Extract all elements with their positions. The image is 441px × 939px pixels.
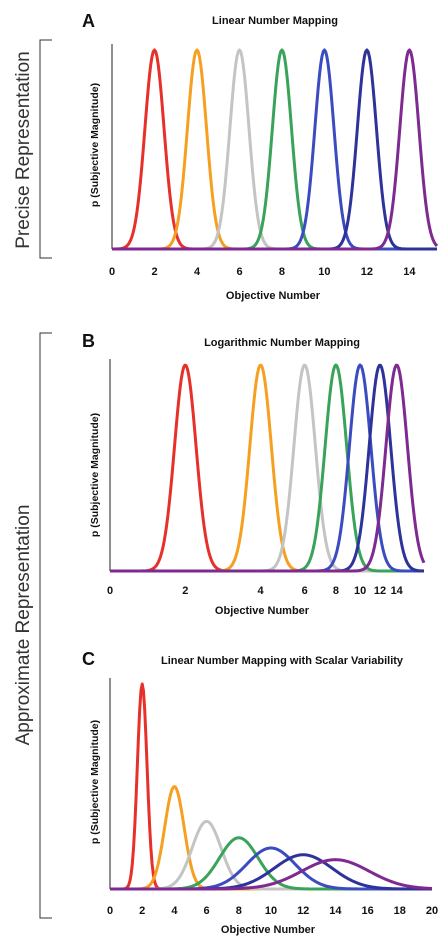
panel-a-title: Linear Number Mapping	[212, 15, 338, 27]
panel-a-curve-14	[111, 48, 439, 251]
panel-c-tick-label: 20	[426, 905, 438, 917]
panel-c-curve-14	[109, 858, 433, 891]
panel-c-xlabel: Objective Number	[221, 924, 316, 936]
panel-c-tick-label: 2	[139, 905, 145, 917]
panel-b-tick-label: 8	[333, 585, 339, 597]
panel-b-tick-label: 12	[374, 585, 386, 597]
panel-b-tick-label: 0	[107, 585, 113, 597]
panel-b-tick-label: 10	[354, 585, 366, 597]
panel-c-tick-label: 16	[361, 905, 373, 917]
panel-a-tick-label: 4	[194, 266, 201, 278]
panel-b-title: Logarithmic Number Mapping	[204, 337, 360, 349]
panel-c-title: Linear Number Mapping with Scalar Variab…	[161, 655, 404, 667]
panel-c-curve-4	[109, 785, 433, 891]
panel-c-tick-label: 4	[171, 905, 178, 917]
panel-b-ylabel: p (Subjective Magnitude)	[89, 413, 101, 537]
panel-c-tick-label: 8	[236, 905, 242, 917]
panel-a-tick-label: 6	[236, 266, 242, 278]
panel-c-letter: C	[82, 649, 95, 669]
panel-a-curve-2	[111, 48, 438, 251]
panel-a-tick-label: 12	[361, 266, 373, 278]
panel-c-tick-label: 12	[297, 905, 309, 917]
panel-b-letter: B	[82, 331, 95, 351]
panel-c-tick-label: 18	[394, 905, 406, 917]
panel-a-letter: A	[82, 11, 95, 31]
group-label-precise: Precise Representation	[13, 51, 34, 249]
panel-a-ylabel: p (Subjective Magnitude)	[89, 83, 101, 207]
panel-b: B Logarithmic Number Mapping p (Subjecti…	[82, 331, 426, 617]
panel-c-tick-label: 0	[107, 905, 113, 917]
panel-b-tick-label: 2	[182, 585, 188, 597]
panel-c-tick-label: 6	[204, 905, 210, 917]
panel-a: A Linear Number Mapping p (Subjective Ma…	[82, 11, 439, 302]
panel-c-ylabel: p (Subjective Magnitude)	[89, 720, 101, 844]
panel-c-tick-label: 10	[265, 905, 277, 917]
panel-a-tick-label: 2	[151, 266, 157, 278]
group-label-approximate: Approximate Representation	[13, 505, 34, 746]
panel-a-tick-label: 8	[279, 266, 285, 278]
panel-b-tick-label: 14	[391, 585, 404, 597]
panel-b-xlabel: Objective Number	[215, 605, 310, 617]
panel-a-xlabel: Objective Number	[226, 290, 321, 302]
panel-b-tick-label: 4	[258, 585, 265, 597]
panel-a-tick-label: 14	[403, 266, 416, 278]
approximate-bracket	[39, 332, 52, 919]
panel-a-tick-label: 10	[318, 266, 330, 278]
panel-b-tick-label: 6	[302, 585, 308, 597]
precise-bracket	[39, 39, 52, 259]
panel-c: C Linear Number Mapping with Scalar Vari…	[82, 649, 438, 936]
panel-b-curve-14	[109, 363, 426, 573]
panel-a-tick-label: 0	[109, 266, 115, 278]
panel-c-tick-label: 14	[329, 905, 342, 917]
